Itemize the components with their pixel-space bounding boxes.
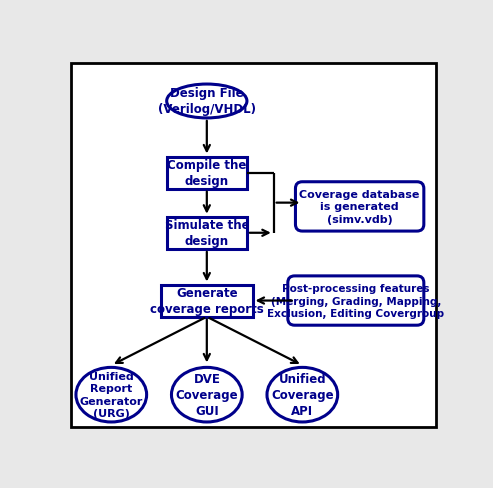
Text: Coverage database
is generated
(simv.vdb): Coverage database is generated (simv.vdb… xyxy=(299,190,420,224)
Text: Unified
Coverage
API: Unified Coverage API xyxy=(271,372,334,417)
FancyBboxPatch shape xyxy=(288,276,424,325)
Ellipse shape xyxy=(267,367,338,422)
Text: Design File
(Verilog/VHDL): Design File (Verilog/VHDL) xyxy=(158,87,256,116)
FancyBboxPatch shape xyxy=(161,285,252,317)
Text: Unified
Report
Generator
(URG): Unified Report Generator (URG) xyxy=(79,371,143,418)
Text: DVE
Coverage
GUI: DVE Coverage GUI xyxy=(176,372,238,417)
Text: Simulate the
design: Simulate the design xyxy=(165,219,249,248)
Ellipse shape xyxy=(76,367,146,422)
FancyBboxPatch shape xyxy=(295,183,424,232)
Ellipse shape xyxy=(167,85,247,119)
FancyBboxPatch shape xyxy=(167,217,247,249)
FancyBboxPatch shape xyxy=(167,157,247,189)
Text: Post-processing features
(Merging, Grading, Mapping,
Exclusion, Editing Covergro: Post-processing features (Merging, Gradi… xyxy=(267,284,444,318)
Text: Compile the
design: Compile the design xyxy=(167,159,246,188)
Ellipse shape xyxy=(172,367,242,422)
FancyBboxPatch shape xyxy=(71,64,436,427)
Text: Generate
coverage reports: Generate coverage reports xyxy=(150,286,264,315)
